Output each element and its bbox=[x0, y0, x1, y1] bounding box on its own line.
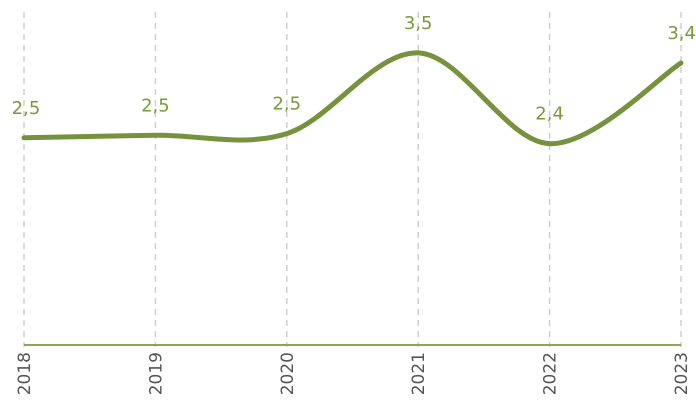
x-tick-label: 2021 bbox=[409, 352, 429, 395]
data-label: 3,5 bbox=[404, 13, 433, 34]
data-label: 2,4 bbox=[535, 104, 564, 125]
data-label: 3,4 bbox=[667, 23, 696, 44]
x-tick-label: 2022 bbox=[541, 352, 561, 395]
x-tick-label: 2023 bbox=[672, 352, 692, 395]
x-tick-label: 2019 bbox=[146, 352, 166, 395]
x-tick-label: 2020 bbox=[278, 352, 298, 395]
line bbox=[21, 50, 684, 147]
data-label: 2,5 bbox=[272, 94, 301, 115]
data-label: 2,5 bbox=[12, 98, 41, 119]
data-label: 2,5 bbox=[141, 95, 170, 116]
x-tick-label: 2018 bbox=[15, 352, 35, 395]
